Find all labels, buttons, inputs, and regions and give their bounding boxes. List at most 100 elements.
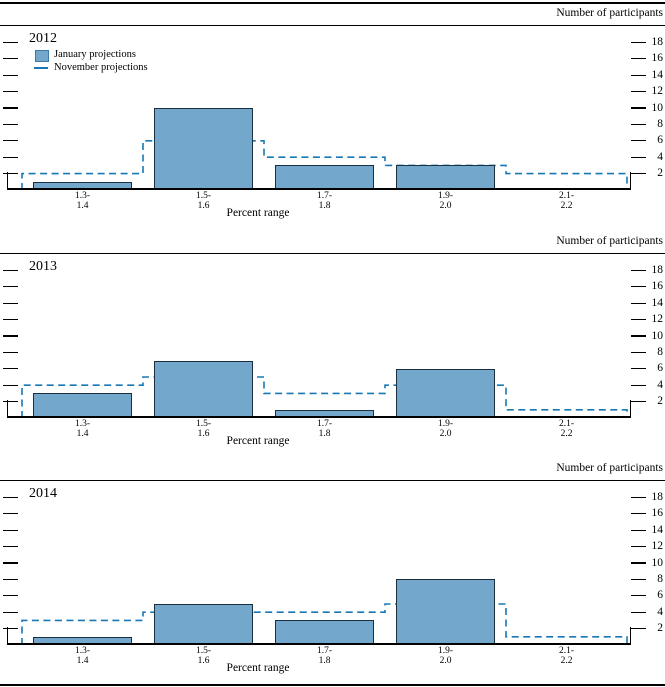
panel-year-title: 2013 (29, 259, 57, 274)
y-tick-right (631, 627, 646, 630)
axis-corner-right (629, 172, 631, 190)
y-tick-label: 14 (651, 296, 664, 309)
y-tick-right (631, 562, 646, 564)
x-axis-title: Percent range (226, 207, 290, 219)
y-tick-label: 18 (651, 263, 664, 276)
y-tick-right (631, 318, 646, 321)
x-bin-label: 2.1- 2.2 (537, 419, 597, 439)
x-bin-label-top: 2.1- (558, 191, 575, 201)
top-rule (0, 2, 665, 4)
january-bar-1.3-1.4 (33, 393, 132, 418)
y-tick-label: 12 (651, 85, 664, 98)
x-axis-line (7, 416, 630, 418)
y-tick-left (3, 611, 18, 613)
y-tick-label: 2 (657, 395, 663, 408)
y-tick-label: 10 (651, 329, 664, 342)
x-bin-label: 1.9- 2.0 (416, 646, 476, 666)
y-tick-left (3, 496, 18, 499)
x-bin-label-top: 1.9- (437, 419, 454, 429)
y-tick-left (3, 286, 18, 288)
y-tick-label: 8 (657, 345, 663, 358)
y-tick-right (631, 302, 646, 304)
y-tick-left (3, 513, 18, 515)
y-tick-left (3, 335, 18, 337)
y-tick-right (631, 269, 646, 272)
january-bar-swatch (35, 50, 49, 62)
y-tick-right (631, 74, 646, 76)
y-tick-right (631, 595, 646, 597)
y-tick-right (631, 90, 646, 93)
x-bin-label-bottom: 1.4 (76, 428, 89, 439)
january-bar-1.7-1.8 (275, 165, 374, 190)
x-bin-label-bottom: 1.6 (197, 428, 210, 439)
y-tick-label: 6 (657, 134, 663, 147)
y-tick-left (3, 578, 18, 581)
y-tick-label: 14 (651, 68, 664, 81)
x-bin-label-top: 1.7- (316, 646, 333, 656)
x-bin-label: 1.3- 1.4 (53, 646, 113, 666)
axis-corner-left (6, 400, 8, 418)
y-tick-right (631, 611, 646, 613)
y-tick-left (3, 595, 18, 597)
x-bin-label-top: 1.9- (437, 191, 454, 201)
y-tick-label: 16 (651, 52, 664, 65)
y-tick-right (631, 545, 646, 548)
x-bin-label-bottom: 2.0 (439, 200, 452, 211)
y-tick-right (631, 513, 646, 515)
y-tick-label: 12 (651, 313, 664, 326)
y-axis-title: Number of participants (556, 462, 663, 474)
y-tick-label: 4 (657, 605, 663, 618)
x-axis-line (7, 643, 630, 645)
x-bin-label: 1.7- 1.8 (295, 191, 355, 211)
x-bin-label: 1.3- 1.4 (53, 419, 113, 439)
panel-year-title: 2014 (29, 486, 57, 501)
january-bar-1.9-2.0 (396, 368, 495, 418)
legend-label-november: November projections (54, 62, 148, 73)
y-tick-right (631, 286, 646, 288)
x-bin-label-top: 1.3- (74, 191, 91, 201)
legend-label-january: January projections (54, 49, 136, 60)
y-tick-right (631, 368, 646, 370)
y-tick-left (3, 529, 18, 531)
y-tick-right (631, 400, 646, 403)
y-tick-left (3, 545, 18, 548)
y-tick-right (631, 123, 646, 126)
y-tick-right (631, 335, 646, 337)
x-bin-label: 1.9- 2.0 (416, 191, 476, 211)
y-tick-left (3, 123, 18, 126)
x-bin-label: 1.5- 1.6 (174, 419, 234, 439)
y-tick-label: 18 (651, 490, 664, 503)
x-bin-label-bottom: 1.6 (197, 200, 210, 211)
y-tick-label: 10 (651, 556, 664, 569)
y-tick-right (631, 41, 646, 44)
x-bin-label-bottom: 2.2 (560, 655, 573, 666)
x-axis-title: Percent range (226, 662, 290, 674)
november-projections-line (21, 376, 628, 418)
y-tick-left (3, 90, 18, 93)
x-bin-label-bottom: 2.2 (560, 200, 573, 211)
y-tick-left (3, 368, 18, 370)
y-tick-label: 10 (651, 101, 664, 114)
x-bin-label-top: 1.7- (316, 191, 333, 201)
x-bin-label-top: 1.3- (74, 419, 91, 429)
y-tick-right (631, 58, 646, 60)
y-tick-label: 8 (657, 572, 663, 585)
x-bin-label-bottom: 1.4 (76, 655, 89, 666)
y-tick-label: 8 (657, 117, 663, 130)
plot-area-2013: 2 4 6 8 10 12 14 16 18 2013 (0, 253, 665, 418)
y-tick-left (3, 269, 18, 272)
y-tick-right (631, 351, 646, 354)
panel-year-title: 2012 (29, 31, 57, 46)
x-bin-label: 1.5- 1.6 (174, 191, 234, 211)
november-line-swatch (34, 67, 48, 69)
y-tick-left (3, 627, 18, 630)
y-tick-left (3, 107, 18, 109)
y-tick-left (3, 351, 18, 354)
x-bin-label-top: 2.1- (558, 419, 575, 429)
y-tick-left (3, 156, 18, 158)
x-axis-title: Percent range (226, 435, 290, 447)
x-bin-label: 1.9- 2.0 (416, 419, 476, 439)
y-tick-label: 6 (657, 589, 663, 602)
y-tick-label: 16 (651, 507, 664, 520)
